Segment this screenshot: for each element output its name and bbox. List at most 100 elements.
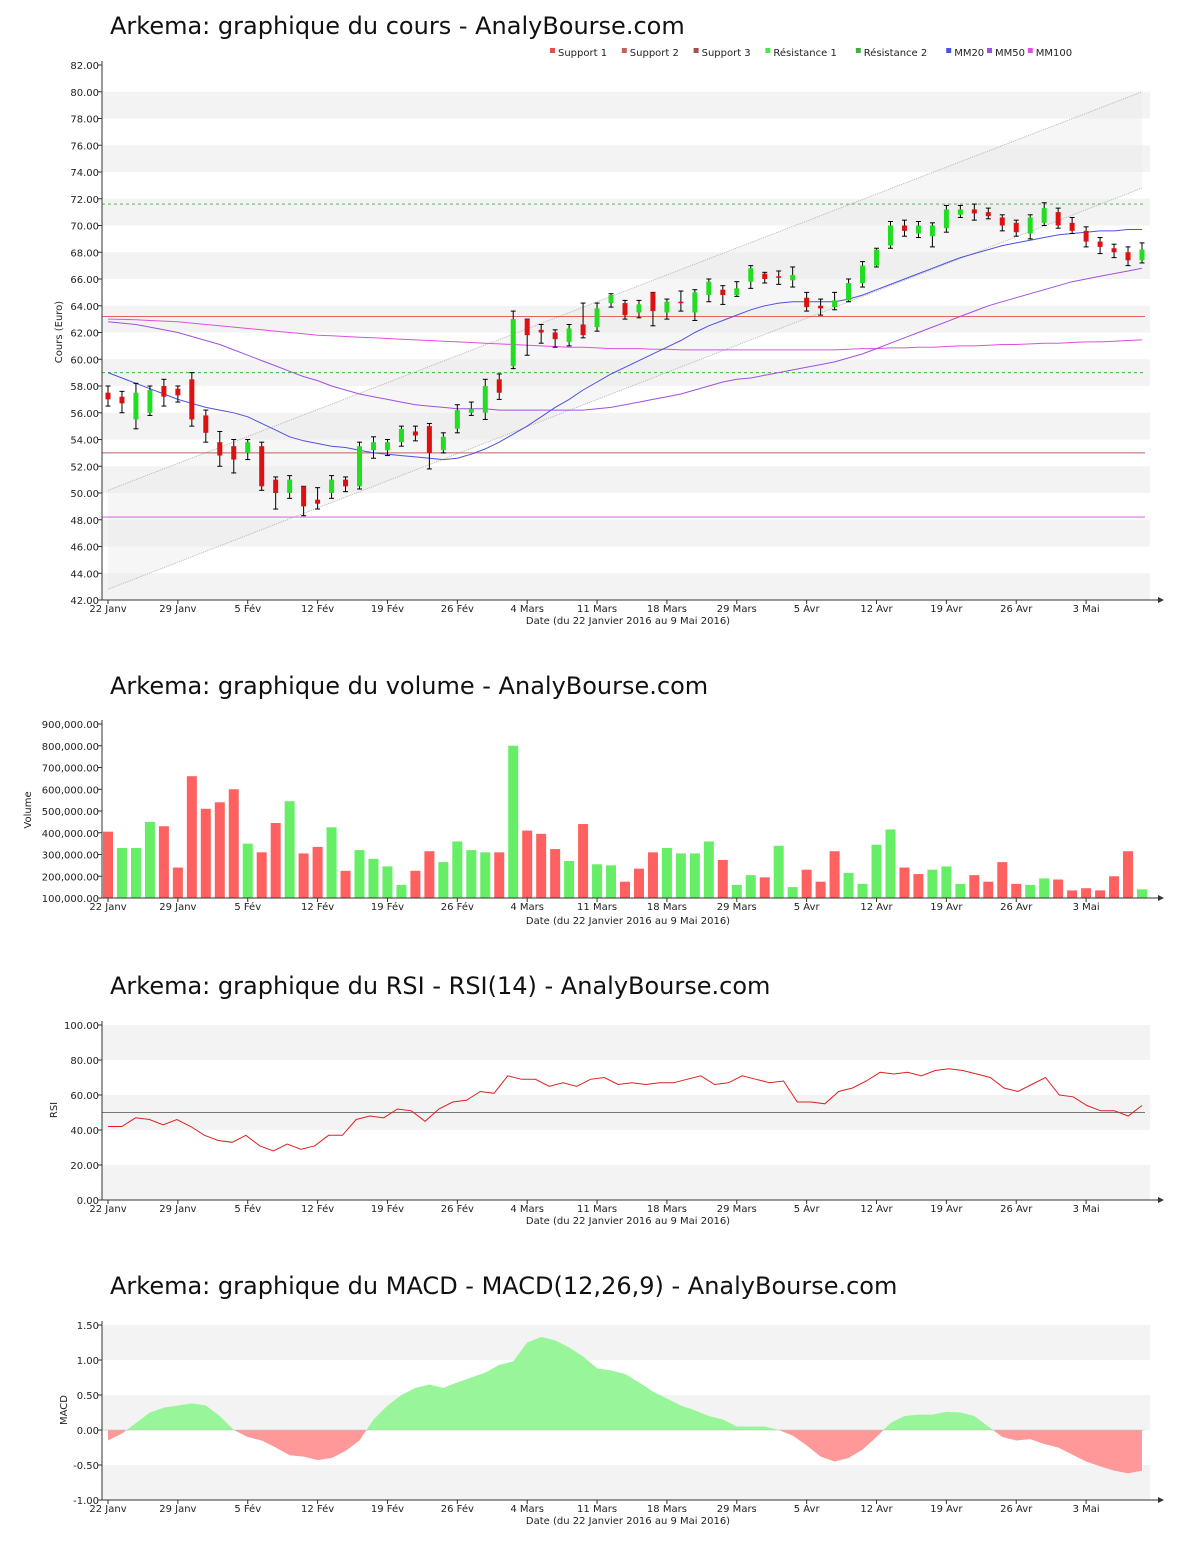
candle bbox=[357, 442, 362, 489]
macd-x-tick-label: 29 Mars bbox=[717, 1504, 757, 1515]
price-chart-title: Arkema: graphique du cours - AnalyBourse… bbox=[110, 12, 685, 40]
volume-x-tick-label: 4 Mars bbox=[510, 902, 544, 913]
volume-bar bbox=[997, 862, 1007, 898]
price-x-tick-label: 29 Janv bbox=[159, 604, 196, 615]
candle-body bbox=[455, 410, 460, 429]
price-y-tick-label: 60.00 bbox=[70, 355, 99, 366]
volume-bar bbox=[858, 884, 868, 898]
candle-body bbox=[720, 290, 725, 295]
macd-chart: Arkema: graphique du MACD - MACD(12,26,9… bbox=[59, 1272, 1164, 1527]
volume-bar bbox=[243, 844, 253, 898]
legend-swatch bbox=[987, 48, 992, 53]
candle bbox=[944, 205, 949, 232]
candle-body bbox=[958, 209, 963, 214]
rsi-x-tick-label: 26 Avr bbox=[1000, 1204, 1033, 1215]
volume-x-tick-label: 5 Fév bbox=[234, 901, 261, 913]
candle-body bbox=[1056, 212, 1061, 225]
volume-bar bbox=[592, 864, 602, 898]
price-chart: Arkema: graphique du cours - AnalyBourse… bbox=[54, 12, 1164, 627]
price-x-tick-label: 22 Janv bbox=[89, 604, 126, 615]
volume-bar bbox=[438, 862, 448, 898]
price-x-tick-label: 5 Avr bbox=[794, 604, 821, 615]
candle-body bbox=[483, 386, 488, 413]
price-y-tick-label: 44.00 bbox=[70, 569, 99, 580]
candle-body bbox=[832, 300, 837, 307]
candle-body bbox=[315, 500, 320, 504]
price-x-tick-label: 3 Mai bbox=[1073, 604, 1100, 615]
candle-body bbox=[539, 330, 544, 333]
volume-bar bbox=[410, 871, 420, 898]
candle bbox=[106, 386, 111, 406]
price-y-tick-label: 76.00 bbox=[70, 141, 99, 152]
candle-body bbox=[846, 283, 851, 300]
volume-bar bbox=[983, 882, 993, 898]
volume-bar bbox=[788, 887, 798, 898]
macd-y-tick-label: 1.00 bbox=[77, 1356, 99, 1367]
candle-body bbox=[1042, 208, 1047, 223]
candle-body bbox=[706, 282, 711, 295]
candle-body bbox=[860, 266, 865, 283]
macd-negative-area bbox=[108, 1430, 127, 1441]
price-y-tick-label: 68.00 bbox=[70, 248, 99, 259]
rsi-band bbox=[102, 1165, 1150, 1200]
macd-chart-xlabel: Date (du 22 Janvier 2016 au 9 Mai 2016) bbox=[526, 1516, 730, 1527]
volume-chart: Arkema: graphique du volume - AnalyBours… bbox=[23, 672, 1164, 927]
volume-chart-title: Arkema: graphique du volume - AnalyBours… bbox=[110, 672, 708, 700]
volume-bar bbox=[452, 841, 462, 898]
macd-y-tick-label: -0.50 bbox=[73, 1461, 99, 1472]
volume-bar bbox=[201, 809, 211, 898]
price-y-tick-label: 54.00 bbox=[70, 436, 99, 447]
volume-y-tick-label: 700,000.00 bbox=[42, 764, 99, 775]
legend-label: MM100 bbox=[1036, 48, 1072, 59]
volume-bar bbox=[299, 853, 309, 898]
volume-bar bbox=[396, 885, 406, 898]
price-x-tick-label: 4 Mars bbox=[510, 604, 544, 615]
legend-label: MM50 bbox=[995, 48, 1025, 59]
legend-swatch bbox=[550, 48, 555, 53]
candle-body bbox=[595, 308, 600, 327]
volume-bar bbox=[620, 882, 630, 898]
price-chart-xlabel: Date (du 22 Janvier 2016 au 9 Mai 2016) bbox=[526, 616, 730, 627]
macd-negative-area bbox=[234, 1430, 367, 1460]
price-x-tick-label: 12 Fév bbox=[301, 603, 334, 615]
rsi-chart-ylabel: RSI bbox=[49, 1102, 60, 1118]
rsi-x-tick-label: 19 Avr bbox=[930, 1204, 963, 1215]
price-x-tick-label: 26 Fév bbox=[441, 603, 474, 615]
volume-bar bbox=[606, 865, 616, 898]
volume-x-tick-label: 26 Avr bbox=[1000, 902, 1033, 913]
volume-bar bbox=[1011, 884, 1021, 898]
volume-bar bbox=[117, 848, 127, 898]
candle-body bbox=[804, 298, 809, 307]
volume-bar bbox=[341, 871, 351, 898]
candle-body bbox=[427, 426, 432, 453]
volume-bar bbox=[774, 846, 784, 898]
volume-bar bbox=[732, 885, 742, 898]
macd-x-tick-label: 4 Mars bbox=[510, 1504, 544, 1515]
volume-y-tick-label: 300,000.00 bbox=[42, 851, 99, 862]
volume-bar bbox=[564, 861, 574, 898]
candle bbox=[147, 386, 152, 415]
volume-bar bbox=[830, 851, 840, 898]
price-x-tick-label: 18 Mars bbox=[647, 604, 687, 615]
volume-bar bbox=[103, 832, 113, 898]
volume-bar bbox=[690, 853, 700, 898]
price-x-tick-label: 29 Mars bbox=[717, 604, 757, 615]
candle-body bbox=[1014, 223, 1019, 232]
candle-body bbox=[1126, 252, 1131, 260]
macd-x-tick-label: 19 Fév bbox=[371, 1503, 404, 1515]
volume-x-tick-label: 18 Mars bbox=[647, 902, 687, 913]
candle-body bbox=[650, 292, 655, 311]
volume-bar bbox=[382, 866, 392, 898]
rsi-x-tick-label: 29 Janv bbox=[159, 1204, 196, 1215]
candle-body bbox=[273, 480, 278, 493]
volume-bar bbox=[173, 868, 183, 898]
legend-label: Support 1 bbox=[558, 48, 607, 59]
volume-bar bbox=[648, 852, 658, 898]
volume-x-tick-label: 26 Fév bbox=[441, 901, 474, 913]
macd-x-tick-label: 5 Avr bbox=[794, 1504, 821, 1515]
price-y-tick-label: 56.00 bbox=[70, 409, 99, 420]
